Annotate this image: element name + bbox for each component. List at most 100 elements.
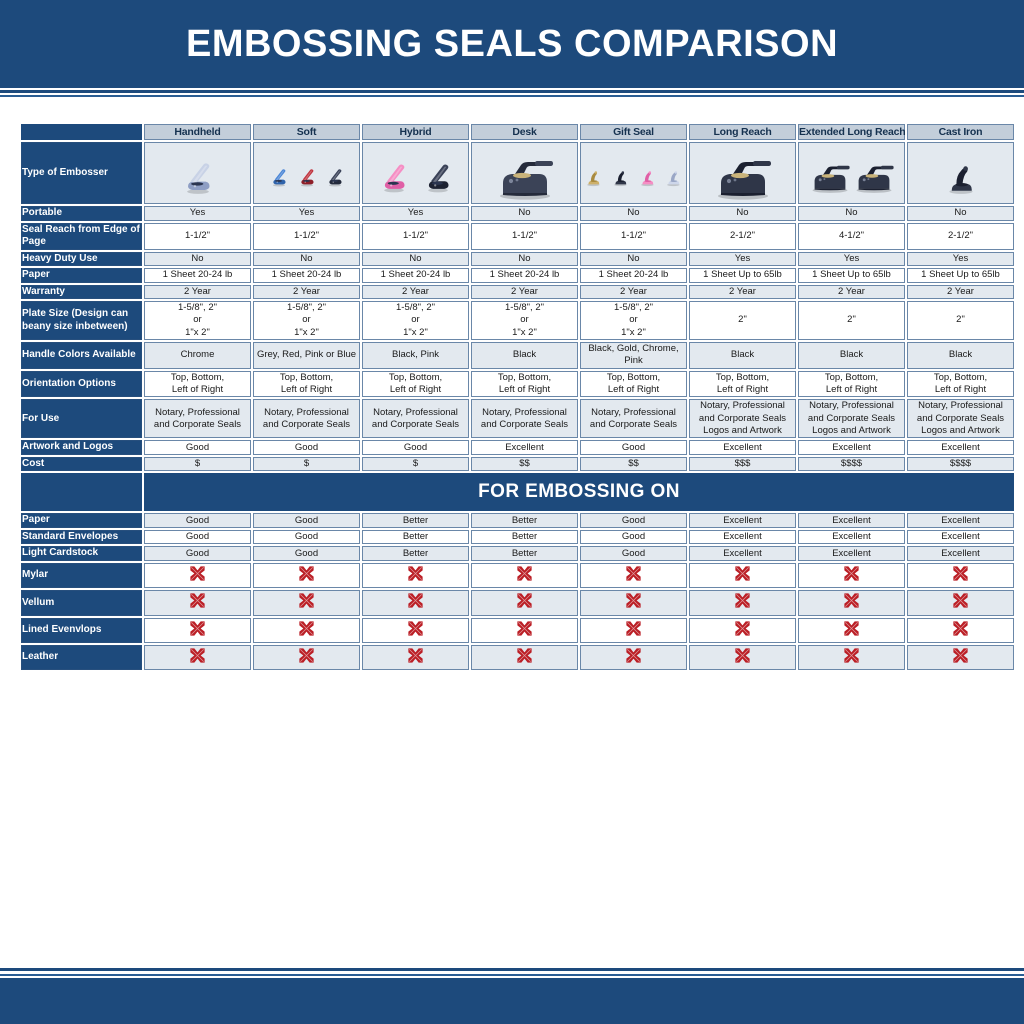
table-cell: Excellent	[689, 513, 796, 528]
cell-embosser-soft-icon	[253, 142, 360, 204]
table-cell: Good	[144, 546, 251, 561]
table-cell: Excellent	[907, 529, 1014, 545]
table-cell: Excellent	[907, 546, 1014, 561]
table-cell: Better	[471, 513, 578, 528]
table-cell: Better	[362, 529, 469, 545]
table-cell: Notary, Professional and Corporate Seals L…	[689, 399, 796, 439]
header-divider-bottom	[0, 95, 1024, 97]
table-row: Portable Yes Yes Yes No No No No No	[21, 206, 1014, 221]
table-row: Orientation Options Top, Bottom, Left of R…	[21, 370, 1014, 398]
table-cell: No	[580, 206, 687, 221]
cell-line: Top, Bottom,	[497, 371, 552, 383]
table-cell: 4-1/2"	[798, 222, 905, 250]
table-cell: Top, Bottom, Left of Right	[253, 370, 360, 398]
table-cell: Excellent	[798, 529, 905, 545]
cell-line: Top, Bottom,	[388, 371, 443, 383]
cell-not-supported	[580, 590, 687, 616]
table-cell: Black	[471, 342, 578, 369]
table-cell: Notary, Professional and Corporate Seals L…	[798, 399, 905, 439]
table-cell: Top, Bottom, Left of Right	[907, 370, 1014, 398]
page-title: EMBOSSING SEALS COMPARISON	[185, 23, 839, 65]
table-cell: Better	[362, 546, 469, 561]
table-cell: Top, Bottom, Left of Right	[798, 370, 905, 398]
table-cell: 1-1/2"	[471, 222, 578, 250]
header-divider-top	[0, 90, 1024, 93]
table-cell: No	[362, 251, 469, 266]
column-header-soft: Soft	[253, 124, 360, 140]
cell-line: Top, Bottom,	[606, 371, 661, 383]
table-cell: Black, Gold, Chrome, Pink	[580, 342, 687, 369]
table-row: Lined Evenvlops	[21, 617, 1014, 643]
cell-line: 2"	[738, 314, 747, 326]
table-cell: Good	[144, 440, 251, 455]
table-cell: 2"	[907, 301, 1014, 341]
cell-line: 1"x 2"	[185, 326, 210, 338]
table-cell: No	[798, 206, 905, 221]
table-cell: Good	[362, 440, 469, 455]
cell-line: Notary, Professional	[373, 406, 458, 418]
table-cell: 1-1/2"	[253, 222, 360, 250]
cell-line: Logos and Artwork	[921, 425, 1000, 437]
cell-not-supported	[689, 590, 796, 616]
cell-line: 2"	[847, 314, 856, 326]
table-cell: 2-1/2"	[689, 222, 796, 250]
cell-line: Left of Right	[716, 384, 769, 396]
cell-line: or	[302, 314, 311, 326]
table-cell: Better	[362, 513, 469, 528]
cell-not-supported	[471, 644, 578, 671]
row-label-handle-colors-available: Handle Colors Available	[21, 342, 142, 369]
table-cell: $$	[580, 456, 687, 472]
table-cell: Yes	[362, 206, 469, 221]
table-cell: Excellent	[689, 529, 796, 545]
cell-line: 1"x 2"	[294, 326, 319, 338]
cell-not-supported	[907, 644, 1014, 671]
table-cell: Black	[907, 342, 1014, 369]
table-cell: $$$	[689, 456, 796, 472]
table-cell: Good	[144, 513, 251, 528]
cell-line: Top, Bottom,	[933, 371, 988, 383]
table-body-embossing-on: Paper Good Good Better Better Good Excellent Ex…	[21, 513, 1014, 671]
table-cell: Better	[471, 529, 578, 545]
cell-not-supported	[907, 617, 1014, 643]
table-cell: $$	[471, 456, 578, 472]
cell-line: 1-5/8", 2"	[614, 302, 653, 313]
table-cell: Excellent	[798, 546, 905, 561]
cell-line: Logos and Artwork	[703, 425, 782, 437]
cell-line: Top, Bottom,	[170, 371, 225, 383]
table-cell: Excellent	[689, 440, 796, 455]
table-cell: 1 Sheet 20-24 lb	[580, 268, 687, 283]
table-cell: 1 Sheet 20-24 lb	[144, 268, 251, 283]
cell-not-supported	[907, 562, 1014, 589]
cell-not-supported	[471, 617, 578, 643]
cell-line: and Corporate Seals	[589, 418, 678, 430]
table-cell: 2"	[689, 301, 796, 341]
cell-not-supported	[144, 617, 251, 643]
row-label-leather: Leather	[21, 644, 142, 671]
table-cell: 1 Sheet 20-24 lb	[471, 268, 578, 283]
cell-line: Left of Right	[389, 384, 442, 396]
table-row: Seal Reach from Edge of Page 1-1/2" 1-1/2"…	[21, 222, 1014, 250]
table-cell: 2 Year	[471, 284, 578, 299]
table-head: Handheld Soft Hybrid Desk Gift Seal Long Reac…	[21, 124, 1014, 140]
cell-embosser-cast-iron-icon	[907, 142, 1014, 204]
cell-line: Left of Right	[280, 384, 333, 396]
cell-line: Logos and Artwork	[812, 425, 891, 437]
cell-line: 1-5/8", 2"	[178, 302, 217, 313]
cell-line: Left of Right	[607, 384, 660, 396]
table-cell: $	[253, 456, 360, 472]
cell-line: 1"x 2"	[512, 326, 537, 338]
cell-line: Top, Bottom,	[715, 371, 770, 383]
cell-line: Left of Right	[498, 384, 551, 396]
table-cell: No	[580, 251, 687, 266]
table-section-band: FOR EMBOSSING ON	[21, 473, 1014, 512]
cell-line: or	[520, 314, 529, 326]
cell-line: Left of Right	[825, 384, 878, 396]
table-cell: Yes	[798, 251, 905, 266]
cell-not-supported	[253, 644, 360, 671]
row-label-paper: Paper	[21, 268, 142, 283]
column-header-gift-seal: Gift Seal	[580, 124, 687, 140]
cell-line: and Corporate Seals	[480, 418, 569, 430]
column-header-extended-long-reach: Extended Long Reach	[798, 124, 906, 140]
cell-line: or	[411, 314, 420, 326]
table-cell: Top, Bottom, Left of Right	[689, 370, 796, 398]
